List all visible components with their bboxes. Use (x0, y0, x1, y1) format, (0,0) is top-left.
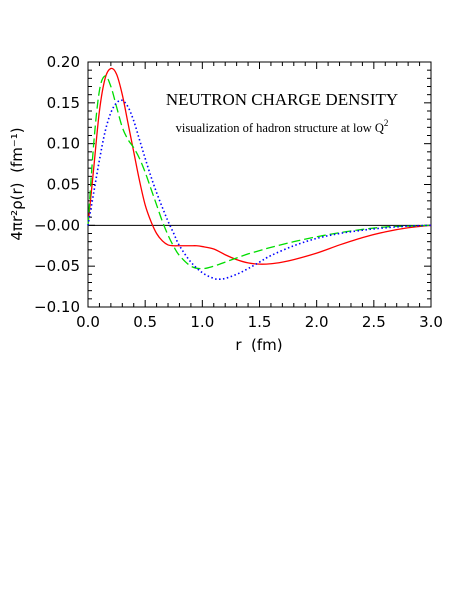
series-line-dotted (87, 99, 432, 281)
y-tick-label: 0.10 (47, 135, 80, 153)
x-tick-label: 0.5 (133, 313, 157, 331)
x-tick-label: 1.0 (190, 313, 214, 331)
chart-subtitle-text: visualization of hadron structure at low… (176, 121, 384, 135)
x-tick-label: 2.0 (305, 313, 329, 331)
y-axis-title: 4πr²ρ(r) (fm⁻¹) (8, 127, 26, 240)
x-tick-label: 0.0 (76, 313, 100, 331)
y-tick-labels: −0.10 −0.05 −0.00 0.05 0.10 0.15 0.20 (34, 53, 80, 316)
y-tick-label: −0.00 (34, 216, 80, 234)
y-tick-label: 0.05 (47, 176, 80, 194)
x-tick-label: 2.5 (362, 313, 386, 331)
series-line-dashed (87, 75, 432, 270)
chart-title: NEUTRON CHARGE DENSITY (166, 90, 398, 109)
tick-marks (87, 61, 432, 308)
y-tick-label: 0.20 (47, 53, 80, 71)
y-tick-label: −0.10 (34, 298, 80, 316)
series-line-solid (87, 67, 432, 265)
x-tick-label: 3.0 (419, 313, 443, 331)
y-tick-label: −0.05 (34, 257, 80, 275)
x-tick-label: 1.5 (248, 313, 272, 331)
series-layer (87, 67, 432, 281)
plot-area (87, 61, 432, 308)
x-tick-labels: 0.0 0.5 1.0 1.5 2.0 2.5 3.0 (76, 313, 443, 331)
chart-subtitle-superscript: 2 (384, 118, 389, 128)
x-axis-title: r (fm) (235, 336, 282, 354)
chart-subtitle: visualization of hadron structure at low… (176, 118, 389, 135)
y-tick-label: 0.15 (47, 94, 80, 112)
